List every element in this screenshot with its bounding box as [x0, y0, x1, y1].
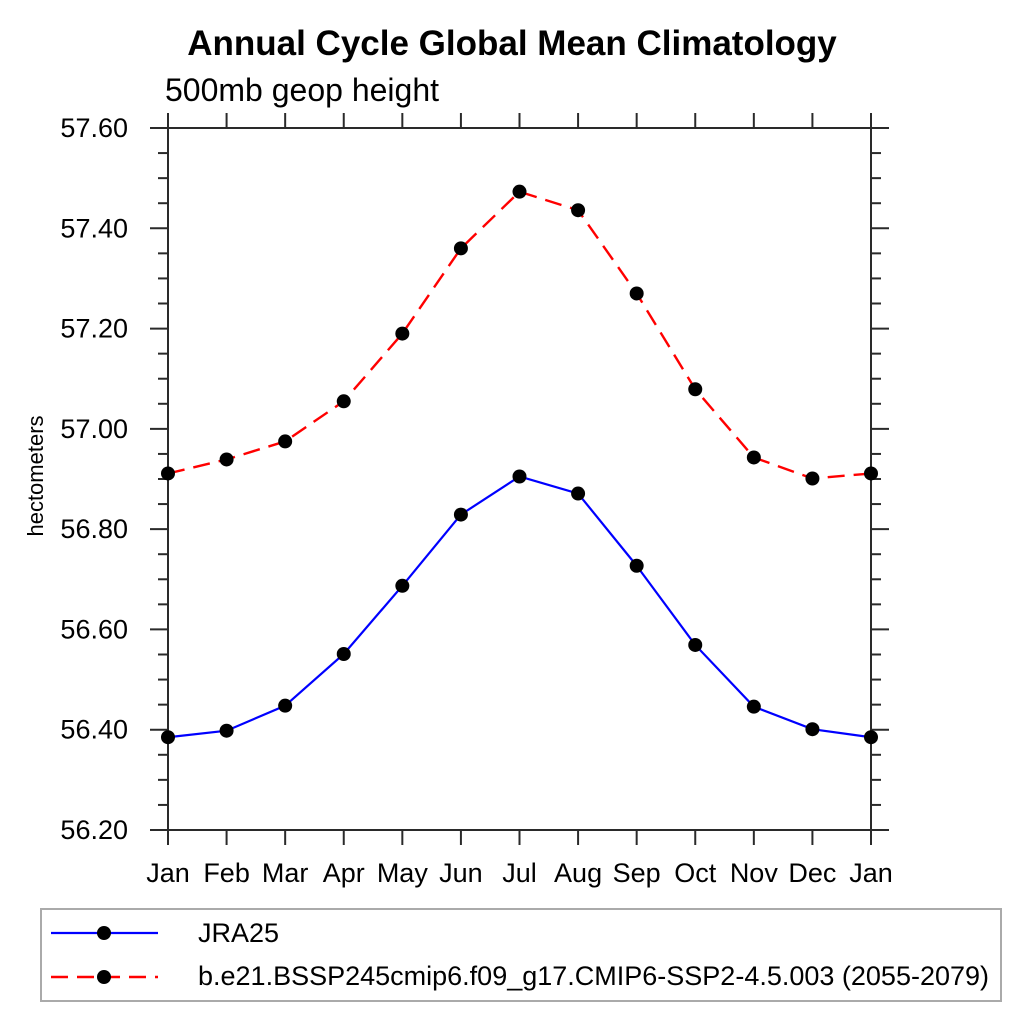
x-tick-label: Dec: [788, 858, 836, 888]
legend-item-ssp245: b.e21.BSSP245cmip6.f09_g17.CMIP6-SSP2-4.…: [42, 957, 1000, 997]
legend-item-jra25: JRA25: [42, 913, 1000, 953]
x-tick-label: Jan: [146, 858, 190, 888]
data-point: [864, 730, 878, 745]
x-tick-label: Mar: [262, 858, 309, 888]
x-tick-label: Aug: [554, 858, 602, 888]
data-point: [864, 466, 878, 481]
data-point: [571, 203, 586, 218]
y-tick-label: 56.80: [60, 514, 128, 544]
data-point: [219, 723, 234, 738]
chart-subtitle: 500mb geop height: [165, 72, 439, 108]
x-tick-label: Feb: [203, 858, 250, 888]
y-tick-label: 56.60: [60, 614, 128, 644]
x-tick-label: Nov: [730, 858, 779, 888]
y-tick-label: 57.60: [60, 113, 128, 143]
data-point: [746, 450, 761, 465]
legend-line-dashed-icon: [51, 969, 158, 984]
x-tick-label: Jan: [849, 858, 893, 888]
data-point: [571, 486, 586, 501]
series-line-1: [167, 190, 872, 480]
x-tick-label: Sep: [613, 858, 661, 888]
y-tick-label: 57.20: [60, 314, 128, 344]
x-tick-label: Oct: [674, 858, 717, 888]
x-tick-label: Apr: [323, 858, 365, 888]
data-point: [805, 471, 820, 486]
data-point: [336, 394, 351, 409]
data-point: [453, 507, 468, 522]
data-point: [278, 434, 293, 449]
y-tick-label: 56.20: [60, 815, 128, 845]
legend-label: JRA25: [198, 917, 280, 948]
data-point: [512, 469, 527, 484]
x-tick-label: May: [377, 858, 429, 888]
y-tick-label: 56.40: [60, 715, 128, 745]
y-tick-label: 57.40: [60, 213, 128, 243]
legend: JRA25 b.e21.BSSP245cmip6.f09_g17.CMIP6-S…: [40, 908, 1002, 1002]
data-point: [161, 730, 175, 745]
data-point: [161, 466, 175, 481]
y-tick-label: 57.00: [60, 414, 128, 444]
data-point: [453, 241, 468, 256]
data-point: [336, 646, 351, 661]
data-point: [395, 326, 410, 341]
data-point: [805, 722, 820, 737]
chart-title: Annual Cycle Global Mean Climatology: [187, 24, 837, 63]
series-line-0: [167, 475, 872, 739]
data-point: [395, 578, 410, 593]
data-point: [746, 699, 761, 714]
data-point: [688, 637, 703, 652]
data-point: [629, 286, 644, 301]
data-point: [629, 558, 644, 573]
legend-label: b.e21.BSSP245cmip6.f09_g17.CMIP6-SSP2-4.…: [198, 961, 990, 992]
data-point: [219, 452, 234, 467]
x-tick-label: Jul: [502, 858, 537, 888]
legend-line-solid-icon: [51, 926, 158, 941]
data-point: [512, 184, 527, 199]
data-point: [278, 698, 293, 713]
data-point: [688, 382, 703, 397]
x-tick-label: Jun: [439, 858, 483, 888]
